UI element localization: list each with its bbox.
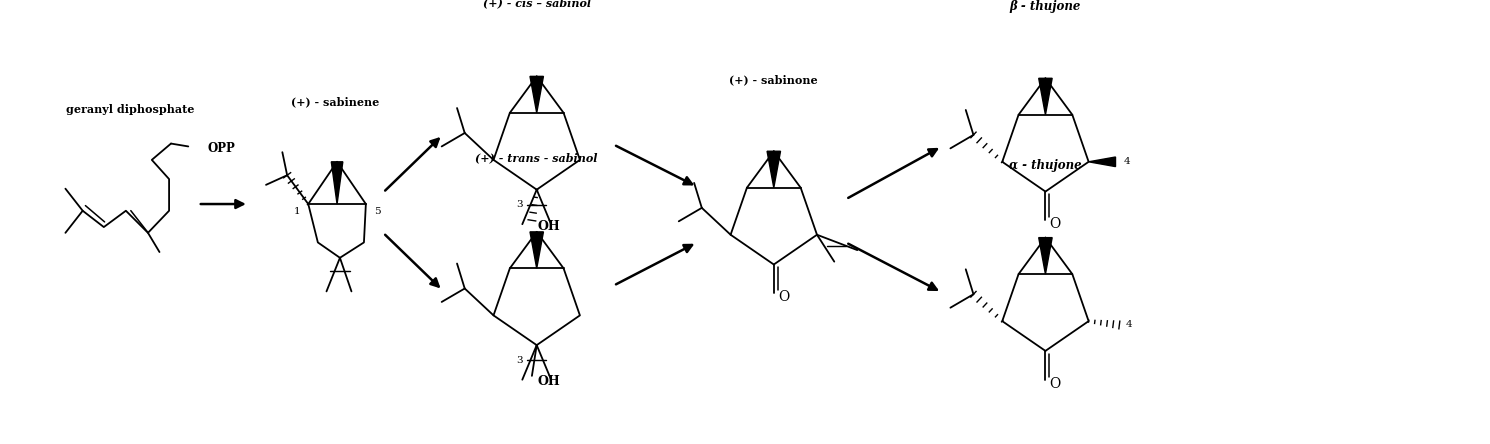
Text: β - thujone: β - thujone xyxy=(1010,0,1082,13)
Polygon shape xyxy=(1039,78,1052,115)
Text: 3: 3 xyxy=(516,356,523,365)
Text: OPP: OPP xyxy=(207,142,235,155)
Text: 4: 4 xyxy=(1123,157,1131,166)
Polygon shape xyxy=(331,162,343,204)
Polygon shape xyxy=(530,76,544,113)
Polygon shape xyxy=(1039,238,1052,274)
Text: α - thujone: α - thujone xyxy=(1009,159,1082,172)
Text: 4: 4 xyxy=(1125,321,1132,329)
Text: 1: 1 xyxy=(294,207,299,216)
Text: geranyl diphosphate: geranyl diphosphate xyxy=(67,104,195,115)
Polygon shape xyxy=(1089,157,1116,166)
Text: O: O xyxy=(1049,217,1061,231)
Polygon shape xyxy=(767,151,781,188)
Text: (+) - cis – sabinol: (+) - cis – sabinol xyxy=(483,0,590,8)
Text: O: O xyxy=(1049,377,1061,391)
Text: (+) - sabinone: (+) - sabinone xyxy=(730,74,818,85)
Text: OH: OH xyxy=(538,375,560,388)
Text: O: O xyxy=(778,290,790,304)
Polygon shape xyxy=(530,232,544,268)
Text: 3: 3 xyxy=(516,201,523,210)
Text: (+) - trans - sabinol: (+) - trans - sabinol xyxy=(475,152,597,163)
Text: 5: 5 xyxy=(374,207,380,216)
Text: OH: OH xyxy=(538,220,560,233)
Text: (+) - sabinene: (+) - sabinene xyxy=(291,96,380,107)
